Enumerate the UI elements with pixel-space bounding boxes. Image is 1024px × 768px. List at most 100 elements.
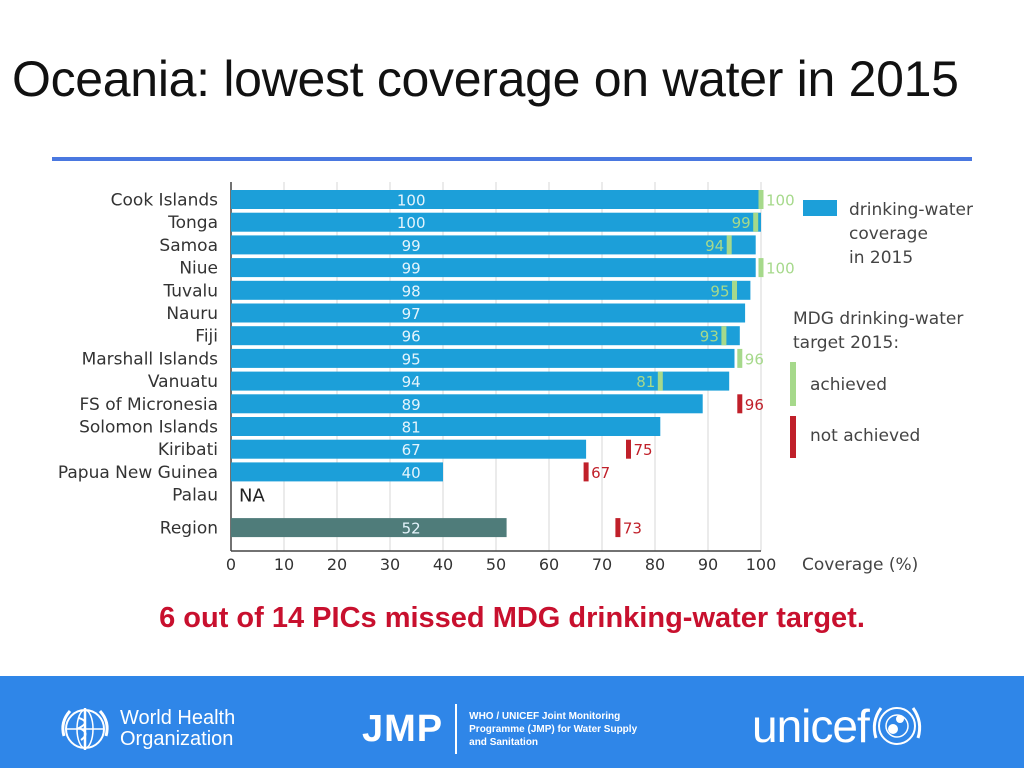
footer-banner: World Health Organization JMP WHO / UNIC…	[0, 676, 1024, 768]
target-value-label: 99	[732, 214, 751, 232]
target-marker	[615, 518, 621, 538]
coverage-bar	[231, 518, 507, 538]
unicef-emblem-icon	[872, 707, 921, 745]
who-wordmark: World Health Organization	[120, 708, 235, 750]
target-marker	[737, 394, 743, 414]
category-label: Samoa	[159, 236, 218, 256]
coverage-value-label: 100	[397, 192, 426, 210]
target-marker	[721, 326, 727, 346]
category-label: Tuvalu	[162, 281, 218, 301]
coverage-value-label: 40	[402, 464, 421, 482]
target-value-label: 93	[700, 328, 719, 346]
target-value-label: 81	[636, 373, 655, 391]
legend-not-achieved-swatch	[790, 416, 796, 458]
who-line-2: Organization	[120, 728, 234, 750]
coverage-bar	[231, 280, 751, 300]
x-tick-label: 50	[486, 555, 506, 574]
coverage-bar	[231, 326, 740, 346]
jmp-logo: JMP WHO / UNICEF Joint Monitoring Progra…	[362, 704, 659, 754]
coverage-bar	[231, 371, 730, 391]
target-value-label: 100	[766, 192, 795, 210]
who-emblem-icon	[61, 708, 109, 750]
coverage-value-label: 52	[402, 520, 421, 538]
jmp-line-1: WHO / UNICEF Joint Monitoring	[469, 710, 621, 722]
coverage-bar	[231, 190, 761, 209]
coverage-bar	[231, 439, 587, 459]
coverage-value-label: 94	[402, 373, 421, 391]
coverage-value-label: 89	[402, 396, 421, 414]
coverage-value-label: 98	[402, 282, 421, 300]
legend-coverage-line-2: coverage	[849, 224, 928, 244]
coverage-value-label: 95	[402, 350, 421, 368]
target-value-label: 75	[634, 441, 653, 459]
legend-achieved-swatch	[790, 362, 796, 406]
target-value-label: 67	[591, 464, 610, 482]
x-tick-label: 100	[746, 555, 777, 574]
coverage-value-label: 97	[402, 305, 421, 323]
slide-title: Oceania: lowest coverage on water in 201…	[12, 51, 959, 107]
x-tick-label: 70	[592, 555, 612, 574]
x-tick-label: 10	[274, 555, 294, 574]
target-value-label: 94	[705, 237, 724, 255]
coverage-value-label: NA	[239, 486, 265, 507]
coverage-bar	[231, 417, 661, 436]
target-marker	[758, 190, 764, 209]
category-label: Cook Islands	[111, 191, 218, 211]
target-marker	[583, 462, 589, 482]
coverage-value-label: 67	[402, 441, 421, 459]
jmp-divider	[455, 704, 458, 754]
unicef-logo: unicef	[752, 698, 925, 754]
jmp-wordmark: JMP	[362, 707, 444, 750]
coverage-value-label: 100	[397, 214, 426, 232]
x-tick-label: 20	[327, 555, 347, 574]
coverage-bar-chart: 0 10 20 30 40 50 60 70 80 90 100 Coverage (%) Cook I…	[58, 182, 973, 575]
legend-achieved-label: achieved	[810, 375, 887, 395]
coverage-bar	[231, 462, 443, 482]
coverage-bar	[231, 258, 756, 278]
category-label: Fiji	[195, 327, 218, 347]
category-label: Solomon Islands	[79, 418, 218, 438]
summary-caption: 6 out of 14 PICs missed MDG drinking-wat…	[159, 602, 865, 634]
x-tick-label: 40	[433, 555, 453, 574]
target-value-label: 100	[766, 260, 795, 278]
legend-coverage-swatch	[803, 200, 837, 216]
legend-target-title-1: MDG drinking-water	[793, 309, 963, 329]
category-label: Papua New Guinea	[58, 463, 218, 483]
x-tick-label: 30	[380, 555, 400, 574]
category-label: Kiribati	[158, 440, 218, 460]
legend-coverage-line-1: drinking-water	[849, 200, 973, 220]
x-tick-label: 90	[698, 555, 718, 574]
category-label: FS of Micronesia	[80, 395, 218, 415]
category-label: Tonga	[167, 213, 218, 233]
target-marker	[737, 348, 743, 368]
coverage-bar	[231, 235, 756, 255]
target-marker	[626, 439, 631, 459]
target-value-label: 96	[745, 396, 764, 414]
who-line-1: World Health	[120, 707, 236, 729]
coverage-bar	[231, 348, 735, 368]
coverage-bar	[231, 303, 746, 323]
coverage-value-label: 99	[402, 260, 421, 278]
jmp-description: WHO / UNICEF Joint Monitoring Programme …	[469, 710, 659, 749]
jmp-line-3: and Sanitation	[469, 736, 539, 748]
target-marker	[726, 235, 732, 255]
target-marker	[758, 258, 764, 278]
target-value-label: 95	[710, 282, 729, 300]
category-label: Region	[160, 519, 218, 539]
legend-not-achieved-label: not achieved	[810, 426, 920, 446]
target-marker	[732, 280, 737, 300]
coverage-value-label: 96	[402, 328, 421, 346]
category-label: Nauru	[166, 304, 218, 324]
x-tick-label: 60	[539, 555, 559, 574]
category-label: Palau	[172, 486, 218, 506]
coverage-bar	[231, 212, 761, 232]
target-value-label: 96	[745, 350, 764, 368]
category-label: Vanuatu	[148, 372, 218, 392]
target-value-label: 73	[623, 520, 642, 538]
x-tick-label: 80	[645, 555, 665, 574]
category-label: Niue	[179, 259, 218, 279]
coverage-value-label: 81	[402, 419, 421, 437]
title-underline	[52, 157, 972, 161]
target-marker	[753, 212, 759, 232]
coverage-bar	[231, 394, 703, 414]
